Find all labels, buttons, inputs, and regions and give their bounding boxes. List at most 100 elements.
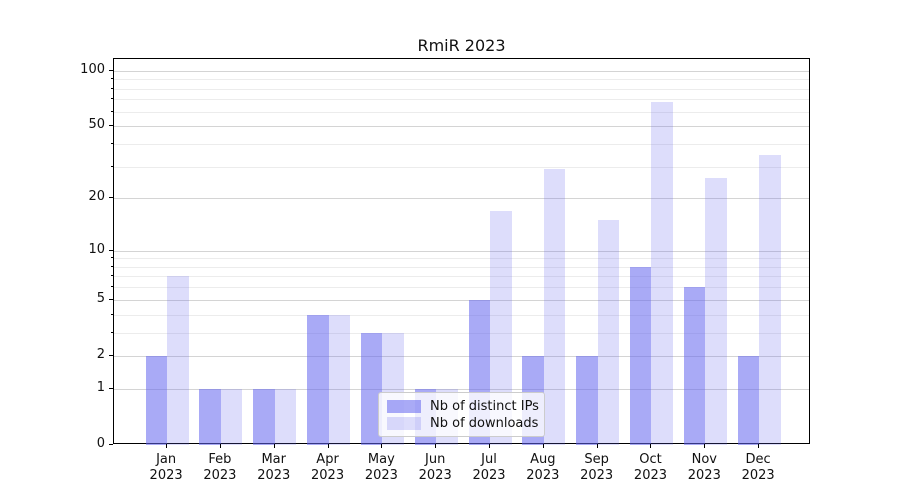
x-axis-tick	[435, 444, 437, 448]
major-gridline	[114, 299, 809, 301]
legend-label-distinct-ips: Nb of distinct IPs	[430, 398, 539, 414]
x-axis-tick	[596, 444, 598, 448]
y-axis-label: 20	[88, 189, 105, 205]
major-gridline	[114, 388, 809, 390]
x-axis-label: Oct 2023	[633, 452, 668, 483]
bar-distinct-ips	[683, 287, 706, 445]
y-axis-label: 0	[96, 436, 105, 451]
y-axis-minor-tick	[111, 331, 113, 333]
x-axis-label: Feb 2023	[203, 452, 237, 483]
minor-gridline	[114, 111, 809, 113]
y-axis-minor-tick	[111, 142, 113, 144]
x-axis-label: Mar 2023	[257, 452, 291, 483]
y-axis-minor-tick	[111, 165, 113, 167]
bar-downloads	[274, 388, 297, 445]
minor-gridline	[114, 143, 809, 145]
x-axis-label: Apr 2023	[311, 452, 345, 483]
bar-downloads	[167, 276, 189, 445]
y-axis-minor-tick	[111, 265, 113, 267]
bar-downloads	[220, 388, 243, 445]
y-axis-label: 5	[96, 290, 105, 306]
minor-gridline	[114, 287, 809, 289]
y-axis-minor-tick	[111, 313, 113, 315]
x-axis-tick	[219, 444, 221, 448]
minor-gridline	[114, 266, 809, 268]
bar-distinct-ips	[145, 355, 168, 445]
bar-downloads	[490, 210, 512, 445]
x-axis-tick	[704, 444, 706, 448]
y-axis-label: 2	[96, 346, 105, 362]
bar-distinct-ips	[360, 332, 383, 445]
bar-distinct-ips	[307, 314, 329, 445]
bar-downloads	[543, 169, 566, 445]
y-axis-tick	[109, 444, 113, 445]
minor-gridline	[114, 258, 809, 260]
minor-gridline	[114, 276, 809, 278]
x-axis-tick	[542, 444, 544, 448]
x-axis-label: Nov 2023	[687, 452, 721, 483]
major-gridline	[114, 126, 809, 128]
x-axis-label: Aug 2023	[526, 452, 560, 483]
bar-distinct-ips	[737, 355, 760, 445]
y-axis-tick	[109, 298, 113, 300]
x-axis-tick	[650, 444, 652, 448]
y-axis-label: 100	[80, 61, 105, 77]
minor-gridline	[114, 99, 809, 101]
y-axis-minor-tick	[111, 110, 113, 112]
y-axis-label: 50	[88, 117, 105, 133]
x-axis-label: May 2023	[364, 452, 398, 483]
y-axis-minor-tick	[111, 275, 113, 277]
x-axis-label: Jun 2023	[418, 452, 452, 483]
minor-gridline	[114, 166, 809, 168]
plot-area	[113, 58, 810, 445]
y-axis-minor-tick	[111, 98, 113, 100]
y-axis-minor-tick	[111, 87, 113, 89]
x-axis-label: Jan 2023	[149, 452, 183, 483]
legend-item-downloads: Nb of downloads	[387, 415, 539, 431]
x-axis-label: Jul 2023	[472, 452, 506, 483]
minor-gridline	[114, 314, 809, 316]
x-axis-tick	[273, 444, 275, 448]
bar-downloads	[651, 101, 673, 445]
y-axis-tick	[109, 69, 113, 71]
bar-distinct-ips	[253, 388, 275, 445]
legend-swatch-downloads	[387, 416, 421, 430]
bar-downloads	[759, 154, 781, 445]
major-gridline	[114, 70, 809, 72]
x-axis-label: Dec 2023	[741, 452, 775, 483]
bar-downloads	[597, 220, 620, 445]
bar-distinct-ips	[199, 388, 221, 445]
legend: Nb of distinct IPs Nb of downloads	[378, 392, 545, 437]
bar-downloads	[705, 177, 727, 445]
y-axis-minor-tick	[111, 257, 113, 259]
legend-item-distinct-ips: Nb of distinct IPs	[387, 398, 539, 414]
y-axis-tick	[109, 125, 113, 127]
legend-swatch-distinct-ips	[387, 399, 421, 413]
y-axis-minor-tick	[111, 78, 113, 80]
chart-title: RmiR 2023	[417, 36, 506, 55]
major-gridline	[114, 355, 809, 357]
x-axis-tick	[489, 444, 491, 448]
y-axis-label: 10	[88, 241, 105, 257]
x-axis-label: Sep 2023	[580, 452, 614, 483]
major-gridline	[114, 198, 809, 200]
x-axis-tick	[381, 444, 383, 448]
x-axis-tick	[758, 444, 760, 448]
y-axis-tick	[109, 197, 113, 199]
major-gridline	[114, 250, 809, 252]
x-axis-tick	[166, 444, 168, 448]
y-axis-tick	[109, 387, 113, 389]
minor-gridline	[114, 88, 809, 90]
minor-gridline	[114, 332, 809, 334]
x-axis-tick	[327, 444, 329, 448]
minor-gridline	[114, 79, 809, 81]
y-axis-tick	[109, 354, 113, 356]
y-axis-tick	[109, 249, 113, 251]
legend-label-downloads: Nb of downloads	[430, 415, 539, 431]
bar-distinct-ips	[629, 266, 652, 445]
bar-distinct-ips	[576, 355, 598, 445]
bar-downloads	[328, 314, 351, 445]
y-axis-minor-tick	[111, 286, 113, 288]
y-axis-label: 1	[96, 379, 105, 395]
